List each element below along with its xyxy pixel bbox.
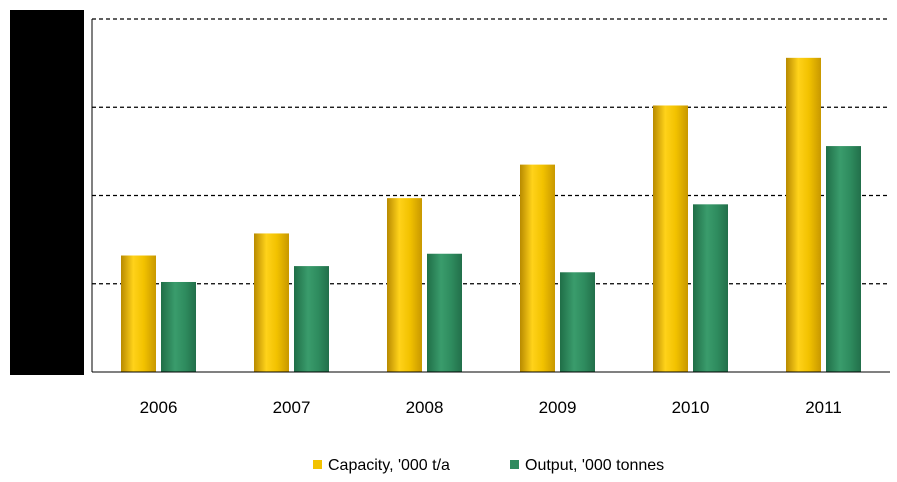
capacity-bar (254, 233, 289, 372)
capacity-bar (520, 164, 555, 372)
x-tick-label: 2011 (805, 398, 842, 417)
output-bar (294, 266, 329, 372)
legend: Capacity, '000 t/a Output, '000 tonnes (313, 457, 664, 474)
capacity-bar (786, 57, 821, 373)
y-axis-redaction-block (10, 10, 84, 375)
axes (91, 19, 890, 373)
x-tick-label: 2007 (273, 398, 311, 417)
legend-swatch-capacity (313, 460, 322, 469)
bars (121, 57, 861, 373)
output-bar (427, 253, 462, 372)
x-tick-labels: 2006 2007 2008 2009 2010 2011 (140, 398, 842, 417)
output-bar (826, 146, 861, 372)
legend-label-capacity: Capacity, '000 t/a (328, 457, 450, 474)
legend-swatch-output (510, 460, 519, 469)
x-tick-label: 2008 (406, 398, 444, 417)
x-tick-label: 2006 (140, 398, 178, 417)
capacity-bar (121, 255, 156, 372)
x-tick-label: 2009 (539, 398, 577, 417)
gridlines (92, 18, 890, 285)
x-tick-label: 2010 (672, 398, 710, 417)
output-bar (693, 204, 728, 372)
output-bar (161, 281, 196, 372)
output-bar (560, 272, 595, 372)
capacity-bar (653, 105, 688, 373)
capacity-bar (387, 198, 422, 372)
legend-label-output: Output, '000 tonnes (525, 457, 664, 474)
